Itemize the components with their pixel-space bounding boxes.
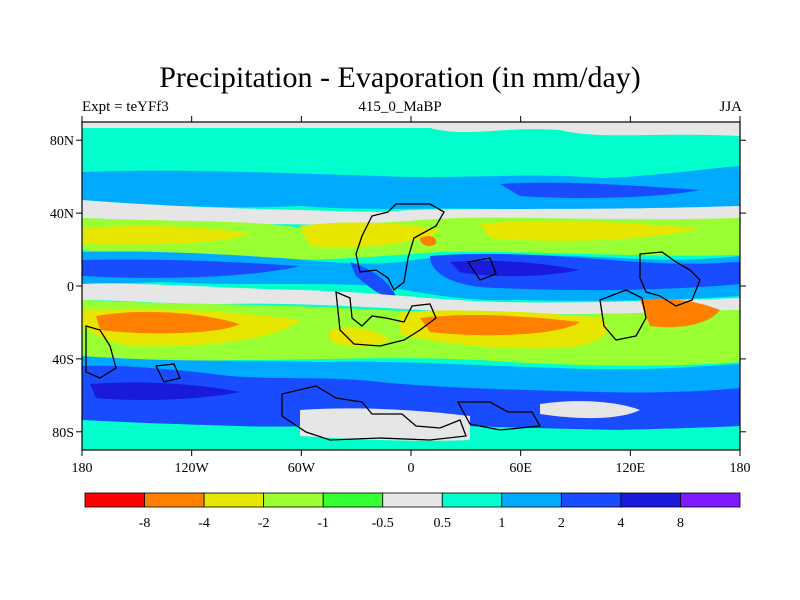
arctic-band — [82, 122, 740, 136]
colorbar-swatch — [382, 492, 443, 508]
africa-monsoon — [350, 262, 396, 297]
antarctica-outline-2 — [456, 401, 542, 431]
lon-tick-label: 180 — [730, 461, 751, 476]
west-landmass-outline — [85, 325, 117, 379]
colorbar-swatch — [620, 492, 681, 508]
south-america-outline — [335, 290, 437, 347]
colorbar-swatch — [441, 492, 503, 508]
central-asia-outline — [466, 257, 497, 281]
lon-tick-label: 120E — [616, 461, 646, 476]
north-africa-yellow — [300, 222, 440, 248]
longitude-ticks: 180 120W 60W 0 60E 120E 180 — [72, 116, 751, 476]
southern-ocean-max — [90, 382, 240, 400]
south-atlantic-yellow-2 — [330, 327, 390, 347]
lon-tick-label: 60E — [509, 461, 532, 476]
south-indian-orange — [420, 315, 580, 336]
period-label: 415_0_MaBP — [358, 99, 442, 115]
lat-tick-label: 0 — [67, 280, 74, 295]
north-pacific-max — [500, 182, 700, 198]
colorbar-swatch — [263, 492, 324, 508]
latitude-ticks: 80N 40N 0 40S 80S — [50, 134, 746, 441]
lat-tick-label: 80S — [52, 426, 74, 441]
lon-tick-label: 0 — [408, 461, 415, 476]
colorbar: -8 -4 -2 -1 -0.5 0.5 1 2 4 8 — [84, 492, 741, 531]
map-title: Precipitation - Evaporation (in mm/day) — [159, 61, 641, 94]
equatorial-grey — [82, 283, 740, 315]
colorbar-label: -0.5 — [372, 516, 394, 531]
lat-tick-label: 80N — [50, 134, 74, 149]
contour-field — [82, 122, 740, 450]
lon-tick-label: 60W — [288, 461, 316, 476]
antarctica-grey-2 — [540, 401, 640, 419]
australia-outline — [599, 289, 647, 341]
north-subtropic-grey — [82, 200, 740, 225]
colorbar-label: 8 — [677, 516, 684, 531]
colorbar-swatch — [501, 492, 562, 508]
colorbar-label: 0.5 — [434, 516, 452, 531]
lon-tick-label: 120W — [175, 461, 210, 476]
colorbar-label: 1 — [498, 516, 505, 531]
north-storm-track — [82, 166, 740, 212]
colorbar-label: -4 — [198, 516, 210, 531]
colorbar-label: -2 — [258, 516, 270, 531]
lon-tick-label: 180 — [72, 461, 93, 476]
colorbar-label: 2 — [558, 516, 565, 531]
north-atlantic-yellow — [82, 226, 250, 245]
season-label: JJA — [719, 99, 742, 115]
colorbar-swatch — [84, 492, 145, 508]
colorbar-swatch — [680, 492, 741, 508]
lat-tick-label: 40N — [50, 207, 74, 222]
colorbar-swatch — [203, 492, 265, 508]
colorbar-swatch — [144, 492, 205, 508]
colorbar-label: -8 — [139, 516, 151, 531]
colorbar-swatch — [322, 492, 384, 508]
africa-europe-outline — [355, 203, 445, 292]
island-outline — [155, 363, 181, 383]
itcz-west-core — [82, 259, 300, 278]
itcz-max — [450, 260, 580, 277]
antarctica-outline — [281, 385, 467, 441]
colorbar-label: -1 — [317, 516, 329, 531]
continent-outlines — [85, 203, 701, 441]
experiment-label: Expt = teYFf3 — [82, 99, 169, 115]
antarctica-grey — [300, 408, 470, 441]
colorbar-swatch — [560, 492, 622, 508]
australia-orange — [640, 298, 720, 328]
south-asia-outline — [639, 251, 701, 307]
lat-tick-label: 40S — [52, 353, 74, 368]
north-pacific-yellow — [480, 221, 700, 241]
south-east-pacific-orange — [96, 311, 240, 334]
north-orange-spot — [420, 236, 437, 246]
colorbar-label: 4 — [617, 516, 624, 531]
